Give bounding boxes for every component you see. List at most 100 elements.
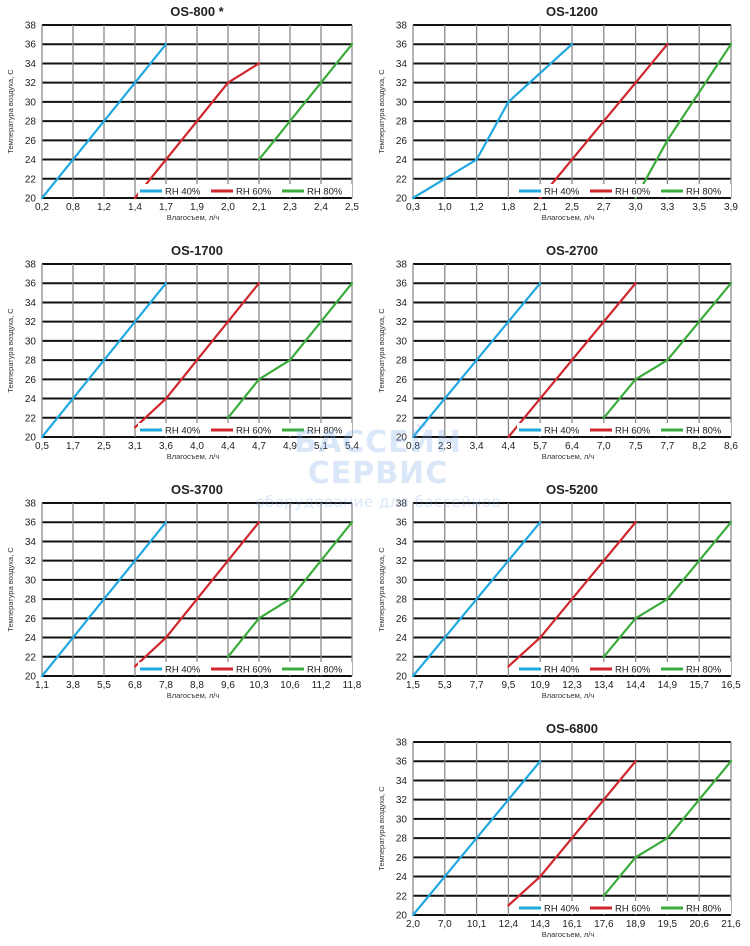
legend-box [138, 423, 352, 436]
y-tick-label: 32 [396, 78, 408, 89]
chart-panel: OS-1200 20 22 24 26 28 30 32 34 36 38 0,3 1,0 1,2 1,8 2… [377, 4, 738, 222]
y-axis-label: Температура воздуха, С [6, 69, 15, 154]
legend-label: RH 60% [236, 426, 272, 437]
series-line [602, 521, 733, 658]
chart-panel: OS-5200 20 22 24 26 28 30 32 34 36 38 1,5 5,3 7,7 9,5 1… [377, 482, 741, 700]
y-tick-label: 20 [396, 911, 408, 922]
x-tick-label: 6,8 [128, 680, 142, 691]
y-tick-label: 38 [396, 260, 408, 271]
y-tick-label: 36 [396, 518, 408, 529]
x-tick-label: 3,9 [724, 202, 738, 213]
x-tick-label: 1,0 [438, 202, 452, 213]
x-tick-label: 2,7 [597, 202, 611, 213]
x-tick-label: 8,6 [724, 441, 738, 452]
x-axis-label: Влагосъем, л/ч [542, 452, 595, 461]
y-tick-label: 24 [396, 633, 408, 644]
x-tick-label: 2,1 [252, 202, 266, 213]
y-tick-label: 28 [25, 356, 37, 367]
y-tick-label: 38 [396, 499, 408, 510]
y-tick-label: 20 [396, 672, 408, 683]
x-tick-label: 6,4 [565, 441, 579, 452]
y-tick-label: 30 [25, 97, 37, 108]
y-tick-label: 30 [396, 336, 408, 347]
chart-title: OS-5200 [546, 482, 598, 497]
x-tick-label: 3,5 [692, 202, 706, 213]
legend-box [138, 662, 352, 675]
y-tick-label: 24 [25, 155, 37, 166]
y-tick-label: 30 [396, 97, 408, 108]
series-line [507, 521, 637, 668]
series-line [133, 62, 261, 200]
x-tick-label: 14,4 [626, 680, 646, 691]
legend-label: RH 60% [615, 904, 651, 915]
chart-panel: OS-6800 20 22 24 26 28 30 32 34 36 38 2,0 7,0 10,1 12,… [377, 721, 741, 939]
x-tick-label: 4,4 [221, 441, 235, 452]
x-tick-label: 1,8 [501, 202, 515, 213]
legend-label: RH 80% [686, 187, 722, 198]
x-tick-label: 20,6 [689, 919, 709, 930]
x-tick-label: 0,8 [406, 441, 420, 452]
y-tick-label: 24 [396, 872, 408, 883]
x-tick-label: 7,7 [660, 441, 674, 452]
y-tick-label: 22 [396, 413, 408, 424]
x-tick-label: 2,5 [565, 202, 579, 213]
y-tick-label: 26 [25, 136, 37, 147]
series-line [257, 43, 354, 161]
x-axis-label: Влагосъем, л/ч [542, 691, 595, 700]
x-tick-label: 2,4 [314, 202, 328, 213]
y-tick-label: 22 [25, 413, 37, 424]
series-line [40, 521, 168, 678]
x-tick-label: 2,3 [438, 441, 452, 452]
legend-label: RH 80% [686, 665, 722, 676]
y-tick-label: 24 [396, 155, 408, 166]
y-axis-label: Температура воздуха, С [6, 308, 15, 393]
series-line [602, 282, 733, 419]
x-tick-label: 2,5 [345, 202, 359, 213]
legend-box [138, 184, 352, 197]
y-tick-label: 28 [25, 117, 37, 128]
legend-label: RH 80% [307, 187, 343, 198]
y-tick-label: 26 [25, 614, 37, 625]
x-tick-label: 5,5 [97, 680, 111, 691]
x-tick-label: 13,4 [594, 680, 614, 691]
x-tick-label: 5,7 [533, 441, 547, 452]
chart-title: OS-800 * [170, 4, 224, 19]
legend-label: RH 60% [615, 187, 651, 198]
x-axis-label: Влагосъем, л/ч [167, 452, 220, 461]
chart-title: OS-2700 [546, 243, 598, 258]
x-tick-label: 10,6 [280, 680, 300, 691]
x-axis-label: Влагосъем, л/ч [542, 930, 595, 939]
legend-box [517, 423, 731, 436]
chart-panel: OS-800 * 20 22 24 26 28 30 32 34 36 38 0,2 0,8 1,2 1,4… [6, 4, 359, 222]
legend-label: RH 80% [686, 904, 722, 915]
x-tick-label: 2,1 [533, 202, 547, 213]
chart-title: OS-1200 [546, 4, 598, 19]
y-tick-label: 36 [396, 757, 408, 768]
y-tick-label: 28 [396, 117, 408, 128]
series-line [133, 521, 261, 668]
series-line [507, 760, 637, 907]
legend-label: RH 40% [544, 187, 580, 198]
legend-box [517, 662, 731, 675]
x-axis-label: Влагосъем, л/ч [542, 213, 595, 222]
x-tick-label: 3,8 [66, 680, 80, 691]
y-tick-label: 34 [396, 298, 408, 309]
x-tick-label: 16,1 [562, 919, 582, 930]
chart-title: OS-3700 [171, 482, 223, 497]
x-tick-label: 1,2 [470, 202, 484, 213]
legend-label: RH 80% [307, 665, 343, 676]
x-tick-label: 4,0 [190, 441, 204, 452]
y-tick-label: 30 [396, 814, 408, 825]
y-tick-label: 22 [396, 652, 408, 663]
y-tick-label: 34 [396, 59, 408, 70]
x-tick-label: 7,7 [470, 680, 484, 691]
x-tick-label: 7,8 [159, 680, 173, 691]
series-line [40, 43, 168, 200]
y-tick-label: 34 [25, 298, 37, 309]
series-line [411, 521, 542, 678]
x-tick-label: 0,5 [35, 441, 49, 452]
legend-label: RH 40% [544, 904, 580, 915]
series-line [40, 282, 168, 439]
x-tick-label: 9,6 [221, 680, 235, 691]
y-tick-label: 30 [396, 575, 408, 586]
